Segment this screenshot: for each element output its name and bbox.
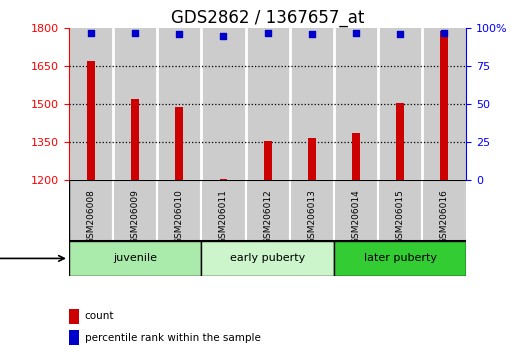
Title: GDS2862 / 1367657_at: GDS2862 / 1367657_at (171, 9, 364, 27)
Text: GSM206015: GSM206015 (396, 189, 404, 244)
Bar (378, 180, 422, 241)
Point (307, 32, 316, 37)
Bar (175, 107, 183, 180)
Bar (290, 28, 334, 180)
Bar (440, 31, 448, 180)
Bar (69, 180, 113, 241)
Text: later puberty: later puberty (364, 253, 437, 263)
Bar (334, 180, 378, 241)
Bar (201, 241, 334, 276)
Bar (396, 103, 404, 180)
Text: GSM206014: GSM206014 (351, 189, 360, 244)
Point (352, 30, 360, 36)
Bar (219, 179, 227, 180)
Bar (352, 133, 360, 180)
Bar (334, 241, 466, 276)
Bar (245, 180, 290, 241)
Bar (87, 61, 95, 180)
Point (175, 32, 183, 37)
Text: GSM206016: GSM206016 (440, 189, 449, 244)
Bar (245, 28, 290, 180)
Point (219, 33, 228, 39)
Bar (201, 180, 245, 241)
Bar (69, 330, 79, 345)
Text: percentile rank within the sample: percentile rank within the sample (85, 332, 261, 343)
Point (131, 30, 139, 36)
Text: GSM206012: GSM206012 (263, 189, 272, 244)
Bar (264, 141, 271, 180)
Bar (157, 28, 201, 180)
Text: GSM206013: GSM206013 (307, 189, 316, 244)
Bar (69, 309, 79, 324)
Bar (201, 28, 245, 180)
Point (263, 30, 272, 36)
Text: GSM206011: GSM206011 (219, 189, 228, 244)
Bar (69, 241, 201, 276)
Text: GSM206009: GSM206009 (131, 189, 139, 244)
Bar (113, 180, 157, 241)
Point (87, 30, 95, 36)
Bar (308, 138, 316, 180)
Text: GSM206010: GSM206010 (175, 189, 184, 244)
Text: early puberty: early puberty (230, 253, 305, 263)
Bar (69, 28, 113, 180)
Bar (378, 28, 422, 180)
Bar (422, 28, 466, 180)
Point (396, 32, 404, 37)
Bar (334, 28, 378, 180)
Bar (290, 180, 334, 241)
Text: GSM206008: GSM206008 (86, 189, 95, 244)
Text: juvenile: juvenile (113, 253, 157, 263)
Point (440, 30, 448, 36)
Bar (422, 180, 466, 241)
Bar (157, 180, 201, 241)
Bar (113, 28, 157, 180)
Bar (131, 99, 139, 180)
Text: count: count (85, 311, 114, 321)
